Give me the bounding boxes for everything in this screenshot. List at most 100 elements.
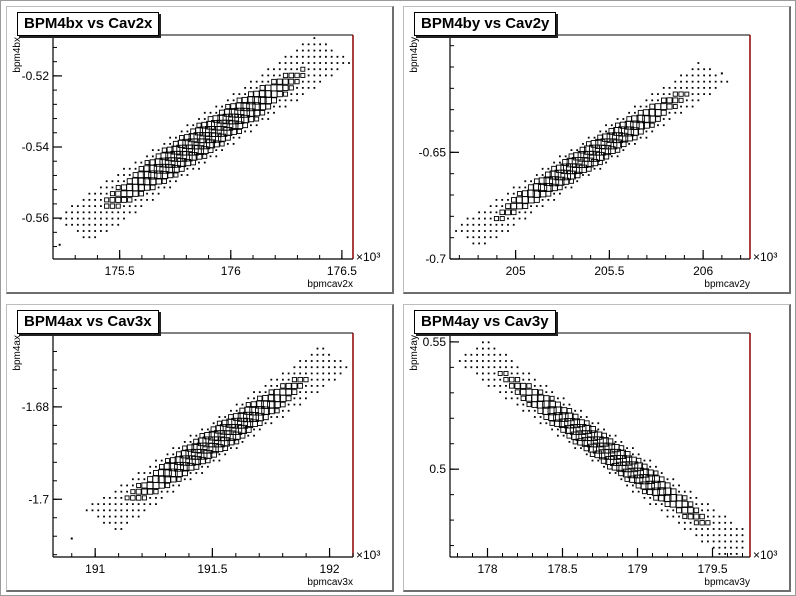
scatter-point [470, 360, 473, 362]
scatter-point [273, 388, 281, 396]
x-tick-label: 191.5 [197, 562, 227, 576]
scatter-point [553, 412, 563, 422]
scatter-point [132, 172, 139, 178]
scatter-point [108, 521, 111, 524]
scatter-point [124, 495, 130, 501]
scatter-point [701, 503, 704, 506]
scatter-point [322, 384, 325, 387]
scatter-point [91, 503, 94, 506]
scatter-point [276, 78, 283, 85]
scatter-point [276, 416, 278, 418]
scatter-point [579, 146, 587, 154]
x-tick-label: 176.5 [327, 264, 357, 278]
scatter-point [594, 431, 603, 440]
scatter-point [608, 128, 616, 135]
scatter-point [319, 49, 322, 52]
scatter-point [105, 186, 108, 189]
scatter-point [104, 203, 110, 209]
scatter-point [581, 430, 593, 442]
scatter-point [303, 377, 309, 383]
scatter-point [543, 395, 550, 402]
y-tick-label: -1.7 [28, 492, 49, 506]
scatter-point [126, 484, 128, 487]
scatter-point [627, 461, 639, 473]
scatter-point [598, 449, 610, 460]
scatter-point [680, 86, 682, 89]
scatter-point [489, 217, 492, 220]
scatter-point [221, 149, 223, 152]
scatter-point [151, 149, 154, 152]
scatter-point [520, 388, 527, 396]
scatter-point [88, 205, 91, 208]
scatter-point [499, 391, 502, 394]
scatter-point [565, 163, 577, 175]
scatter-point [313, 62, 316, 64]
scatter-point [198, 161, 200, 164]
scatter-point [613, 139, 623, 149]
scatter-point [501, 205, 504, 208]
scatter-point [193, 132, 205, 144]
scatter-point [484, 223, 486, 226]
scatter-point [128, 211, 131, 214]
scatter-point [701, 534, 704, 537]
scatter-point [284, 105, 287, 108]
scatter-point [472, 242, 475, 245]
scatter-point [564, 424, 574, 434]
scatter-point [545, 391, 548, 394]
scatter-point [534, 178, 540, 185]
scatter-point [666, 515, 669, 518]
scatter-point [703, 68, 706, 71]
scatter-point [134, 205, 137, 208]
scatter-point [71, 223, 73, 226]
scatter-point [522, 403, 525, 406]
scatter-point [685, 105, 688, 108]
x-tick-label: 175.5 [105, 264, 135, 278]
scatter-point [587, 174, 590, 176]
scatter-point [250, 130, 252, 133]
scatter-point [130, 489, 136, 495]
scatter-point [126, 503, 128, 506]
scatter-point [235, 409, 238, 412]
scatter-point [568, 440, 571, 443]
scatter-point [604, 448, 616, 460]
scatter-point [186, 124, 189, 127]
scatter-point [290, 93, 293, 96]
scatter-point [293, 403, 296, 406]
scatter-point [209, 155, 212, 158]
scatter-point [605, 124, 607, 127]
scatter-point [501, 223, 504, 226]
scatter-point [587, 430, 598, 441]
scatter-point [328, 366, 330, 369]
scatter-point [182, 445, 188, 451]
scatter-point [499, 384, 502, 387]
scatter-point [108, 515, 111, 518]
scatter-point [241, 403, 244, 406]
scatter-point [510, 391, 513, 394]
scatter-point [487, 372, 490, 375]
plot-pad-bpm4bx-vs-cav2x: 175.5 176 176.5 -0.52 -0.54 -0.56 ×10³ bpmcav2x… [6, 6, 394, 294]
scatter-point [691, 74, 694, 77]
scatter-point [180, 174, 183, 176]
scatter-point [194, 145, 204, 156]
x-tick-label: 205.5 [594, 264, 624, 278]
scatter-point [105, 211, 108, 214]
scatter-point [215, 105, 218, 108]
scatter-point [279, 388, 287, 396]
scatter-point [137, 472, 140, 474]
scatter-point [562, 403, 565, 406]
scatter-point [507, 230, 509, 232]
scatter-point [514, 377, 521, 383]
scatter-point [516, 191, 523, 197]
scatter-point [287, 378, 290, 381]
scatter-point [481, 372, 484, 375]
scatter-point [697, 68, 700, 71]
scatter-point [154, 170, 164, 180]
scatter-point [712, 515, 715, 518]
scatter-point [227, 438, 235, 446]
scatter-point [82, 223, 85, 226]
scatter-point [182, 138, 193, 149]
scatter-point [174, 461, 184, 472]
scatter-point [660, 472, 663, 474]
x-axis-title: bpmcav2x [307, 279, 353, 290]
scatter-point [466, 236, 469, 239]
